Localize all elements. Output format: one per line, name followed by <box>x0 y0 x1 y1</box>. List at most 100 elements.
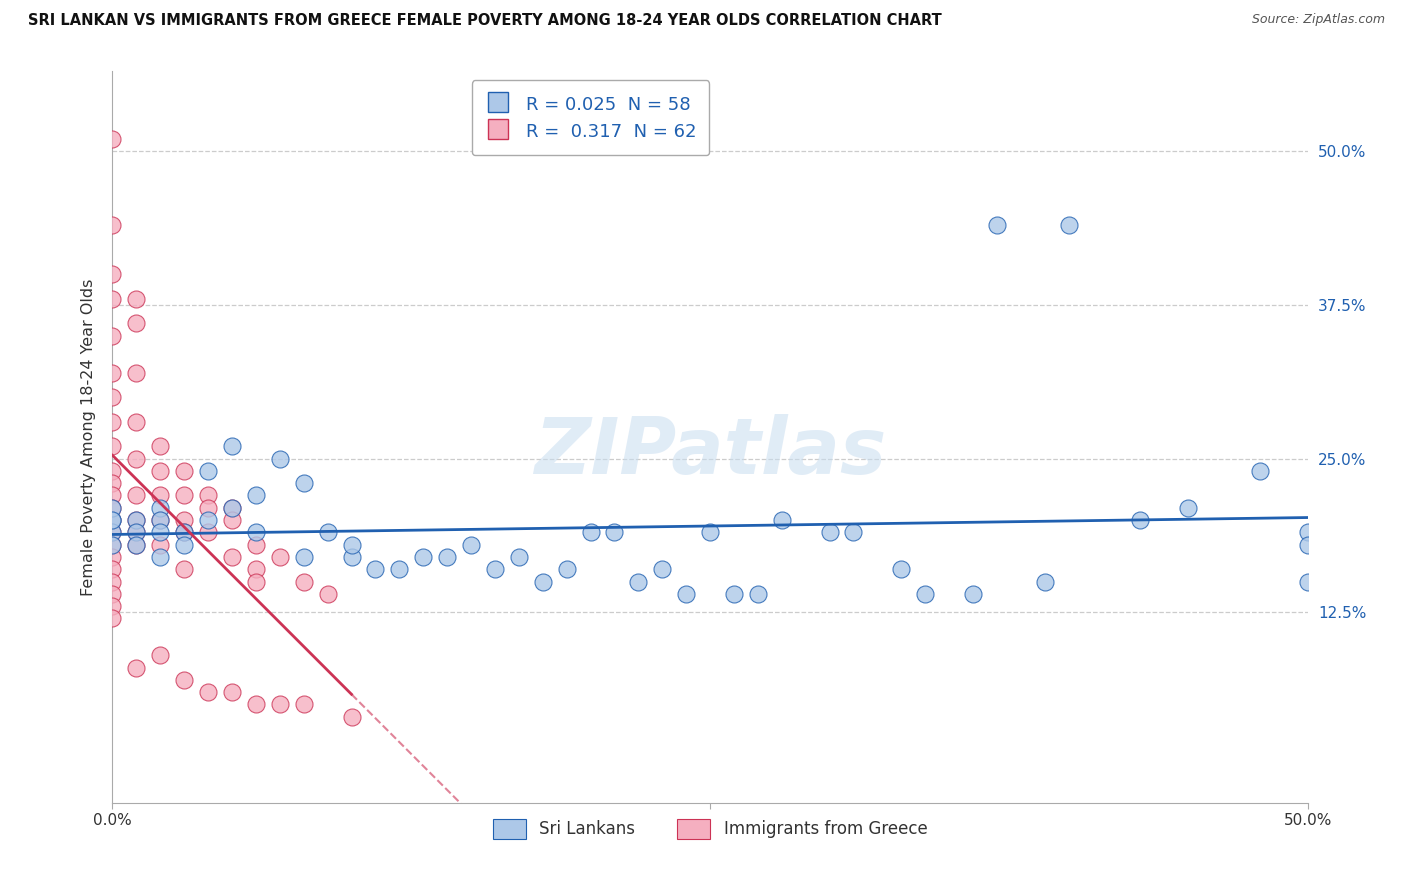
Point <box>221 500 243 515</box>
Point <box>292 698 315 712</box>
Legend: Sri Lankans, Immigrants from Greece: Sri Lankans, Immigrants from Greece <box>486 812 934 846</box>
Point <box>125 488 148 502</box>
Point <box>723 587 745 601</box>
Point <box>101 513 124 527</box>
Point <box>245 525 267 540</box>
Point <box>173 673 195 687</box>
Point <box>1177 500 1199 515</box>
Point <box>1296 538 1319 552</box>
Point <box>221 513 243 527</box>
Point <box>149 500 172 515</box>
Point <box>364 562 387 576</box>
Point <box>125 660 148 674</box>
Point <box>269 698 291 712</box>
Point <box>555 562 578 576</box>
Point <box>986 218 1008 232</box>
Point <box>149 525 172 540</box>
Point <box>1057 218 1080 232</box>
Point <box>1129 513 1152 527</box>
Point <box>412 549 434 564</box>
Point <box>125 366 148 380</box>
Point <box>245 488 267 502</box>
Point <box>101 366 124 380</box>
Point <box>101 488 124 502</box>
Point <box>149 439 172 453</box>
Point <box>101 611 124 625</box>
Text: SRI LANKAN VS IMMIGRANTS FROM GREECE FEMALE POVERTY AMONG 18-24 YEAR OLDS CORREL: SRI LANKAN VS IMMIGRANTS FROM GREECE FEM… <box>28 13 942 29</box>
Point <box>101 132 124 146</box>
Point <box>101 525 124 540</box>
Text: ZIPatlas: ZIPatlas <box>534 414 886 490</box>
Point <box>149 488 172 502</box>
Point <box>770 513 793 527</box>
Text: Source: ZipAtlas.com: Source: ZipAtlas.com <box>1251 13 1385 27</box>
Point <box>149 549 172 564</box>
Point <box>579 525 602 540</box>
Point <box>173 525 195 540</box>
Point <box>340 538 363 552</box>
Point <box>245 538 267 552</box>
Point <box>125 292 148 306</box>
Point <box>292 574 315 589</box>
Point <box>316 525 339 540</box>
Point <box>149 513 172 527</box>
Point <box>292 549 315 564</box>
Point <box>125 451 148 466</box>
Point <box>149 648 172 663</box>
Point <box>173 525 195 540</box>
Point <box>125 415 148 429</box>
Point <box>340 710 363 724</box>
Point <box>101 267 124 281</box>
Point <box>101 513 124 527</box>
Point <box>125 513 148 527</box>
Point <box>101 538 124 552</box>
Point <box>197 464 219 478</box>
Point <box>269 451 291 466</box>
Point <box>245 574 267 589</box>
Point <box>675 587 697 601</box>
Point <box>149 513 172 527</box>
Point <box>340 549 363 564</box>
Point <box>508 549 530 564</box>
Point <box>842 525 865 540</box>
Point <box>1249 464 1271 478</box>
Point <box>914 587 936 601</box>
Point <box>101 292 124 306</box>
Point <box>484 562 506 576</box>
Point <box>388 562 411 576</box>
Point <box>269 549 291 564</box>
Point <box>149 464 172 478</box>
Point <box>1296 525 1319 540</box>
Point <box>627 574 650 589</box>
Point <box>101 218 124 232</box>
Point <box>197 685 219 699</box>
Point <box>197 525 219 540</box>
Point <box>125 538 148 552</box>
Point <box>316 587 339 601</box>
Point <box>1033 574 1056 589</box>
Point <box>747 587 769 601</box>
Point <box>603 525 626 540</box>
Point <box>173 513 195 527</box>
Point <box>101 500 124 515</box>
Point <box>125 525 148 540</box>
Point <box>101 549 124 564</box>
Point <box>221 685 243 699</box>
Point <box>173 488 195 502</box>
Point <box>818 525 841 540</box>
Point <box>436 549 458 564</box>
Point <box>651 562 673 576</box>
Point <box>149 538 172 552</box>
Point <box>101 500 124 515</box>
Point <box>292 476 315 491</box>
Point <box>101 538 124 552</box>
Point <box>197 513 219 527</box>
Point <box>699 525 721 540</box>
Point <box>173 464 195 478</box>
Point <box>221 500 243 515</box>
Point <box>101 525 124 540</box>
Point <box>173 538 195 552</box>
Point <box>101 574 124 589</box>
Point <box>101 328 124 343</box>
Point <box>1296 574 1319 589</box>
